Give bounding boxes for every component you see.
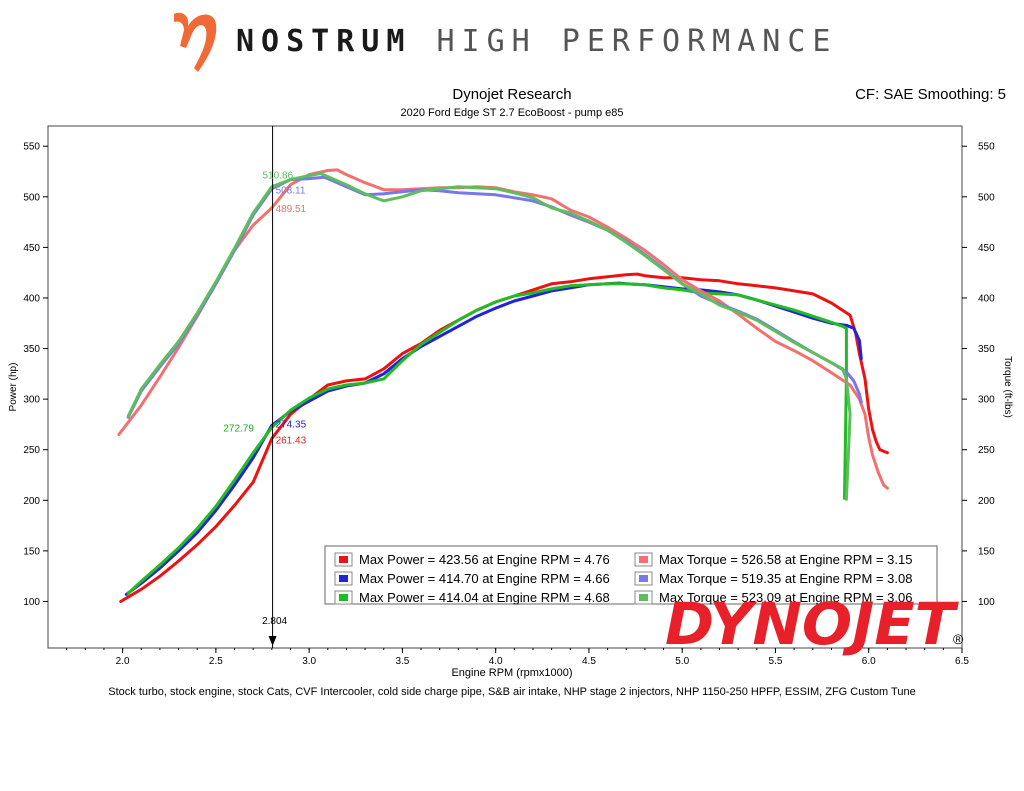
y-left-tick-label: 400 [23, 293, 40, 304]
legend-swatch [639, 556, 648, 563]
legend-entry: Max Torque = 526.58 at Engine RPM = 3.15 [659, 552, 912, 567]
y-right-tick-label: 250 [978, 445, 995, 456]
brand-wordmark: NOSTRUM HIGH PERFORMANCE [236, 24, 837, 59]
torque-series-line-4 [117, 168, 889, 490]
cursor-value-label: 274.35 [276, 419, 307, 430]
legend-swatch [639, 594, 648, 601]
cursor-value-label: 489.51 [276, 204, 307, 215]
y-left-tick-label: 150 [23, 546, 40, 557]
y-right-tick-label: 400 [978, 293, 995, 304]
torque-series-line-6 [126, 172, 852, 501]
cursor-value-label: 261.43 [276, 436, 307, 447]
y-left-tick-label: 550 [23, 142, 40, 153]
logo-shape [174, 12, 217, 72]
y-axis-label-right: Torque (ft-lbs) [1002, 356, 1013, 418]
legend-swatch [339, 594, 348, 601]
x-tick-label: 2.5 [209, 656, 223, 667]
legend-entry: Max Power = 414.04 at Engine RPM = 4.68 [359, 590, 610, 605]
x-axis-label: Engine RPM (rpmx1000) [451, 667, 573, 679]
y-right-tick-label: 200 [978, 496, 995, 507]
x-tick-label: 5.5 [769, 656, 783, 667]
registered-mark: ® [953, 631, 964, 647]
x-tick-label: 5.0 [675, 656, 689, 667]
legend-swatch [639, 575, 648, 582]
legend-entry: Max Torque = 523.09 at Engine RPM = 3.06 [659, 590, 912, 605]
y-right-tick-label: 300 [978, 395, 995, 406]
dynojet-watermark: DYNOJET [665, 590, 960, 658]
x-tick-label: 3.0 [302, 656, 316, 667]
correction-factor-label: CF: SAE Smoothing: 5 [855, 86, 1006, 103]
y-left-tick-label: 300 [23, 395, 40, 406]
y-right-tick-label: 500 [978, 192, 995, 203]
brand-tagline: HIGH PERFORMANCE [436, 24, 838, 59]
y-left-tick-label: 500 [23, 192, 40, 203]
legend-swatch [339, 556, 348, 563]
y-right-tick-label: 350 [978, 344, 995, 355]
x-tick-label: 4.0 [489, 656, 503, 667]
y-left-tick-label: 450 [23, 243, 40, 254]
legend-swatch [339, 575, 348, 582]
nostrum-n-logo-icon [174, 12, 217, 72]
legend-entry: Max Torque = 519.35 at Engine RPM = 3.08 [659, 571, 912, 586]
y-left-tick-label: 250 [23, 445, 40, 456]
cursor-arrow-icon [268, 636, 277, 646]
cursor-rpm-label: 2.804 [262, 616, 287, 627]
x-tick-label: 4.5 [582, 656, 596, 667]
modifications-caption: Stock turbo, stock engine, stock Cats, C… [108, 686, 916, 698]
y-axis-label-left: Power (hp) [8, 363, 19, 412]
x-tick-label: 2.0 [116, 656, 130, 667]
x-tick-label: 3.5 [395, 656, 409, 667]
x-tick-label: 6.5 [955, 656, 969, 667]
y-left-tick-label: 100 [23, 597, 40, 608]
cursor-value-label: 272.79 [223, 423, 254, 434]
cursor-value-label: 508.11 [276, 186, 306, 197]
legend-entry: Max Power = 414.70 at Engine RPM = 4.66 [359, 571, 610, 586]
brand-name: NOSTRUM [236, 24, 412, 59]
brand-header: NOSTRUM HIGH PERFORMANCE [0, 0, 1024, 80]
y-right-tick-label: 100 [978, 597, 995, 608]
y-left-tick-label: 200 [23, 496, 40, 507]
x-tick-label: 6.0 [862, 656, 876, 667]
legend-box [324, 545, 938, 605]
y-left-tick-label: 350 [23, 344, 40, 355]
power-series-line-3 [126, 282, 848, 595]
cursor-value-label: 510.86 [263, 171, 294, 182]
y-right-tick-label: 550 [978, 142, 995, 153]
chart-subtitle: 2020 Ford Edge ST 2.7 EcoBoost - pump e8… [400, 107, 624, 119]
power-series-line-1 [119, 272, 889, 603]
legend-entry: Max Power = 423.56 at Engine RPM = 4.76 [359, 552, 610, 567]
chart-title: Dynojet Research [452, 86, 572, 103]
y-right-tick-label: 450 [978, 243, 995, 254]
y-right-tick-label: 150 [978, 546, 995, 557]
